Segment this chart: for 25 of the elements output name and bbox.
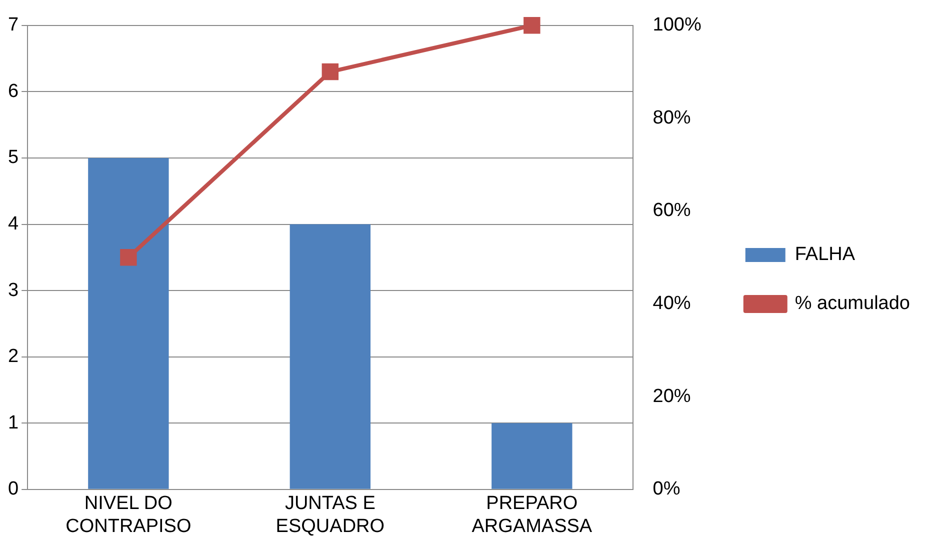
y-tick-label: 5 bbox=[8, 147, 19, 168]
y-tick-label: 1 bbox=[8, 412, 19, 434]
y-tick-label: 0 bbox=[8, 478, 19, 500]
legend-label: % acumulado bbox=[794, 293, 910, 314]
y-tick-label: 6 bbox=[8, 80, 19, 102]
y-tick-label: 7 bbox=[8, 14, 19, 36]
bar bbox=[290, 224, 371, 489]
point bbox=[120, 249, 137, 266]
y2-tick-label: 100% bbox=[652, 14, 702, 36]
bar bbox=[88, 158, 169, 489]
x-tick-label: JUNTAS E ESQUADRO bbox=[276, 493, 385, 537]
point bbox=[524, 17, 540, 34]
y2-tick-label: 40% bbox=[652, 293, 691, 314]
bar bbox=[492, 423, 572, 489]
legend-label: FALHA bbox=[794, 244, 856, 266]
y2-tick-label: 0% bbox=[652, 478, 680, 500]
y-tick-label: 4 bbox=[8, 213, 19, 234]
y2-tick-label: 80% bbox=[652, 107, 691, 128]
y2-tick-label: 60% bbox=[652, 200, 691, 222]
x-tick-label: PREPARO ARGAMASSA bbox=[472, 493, 592, 537]
x-tick-label: NIVEL DO CONTRAPISO bbox=[66, 493, 192, 537]
point bbox=[322, 63, 339, 80]
y-tick-label: 2 bbox=[8, 346, 19, 368]
y-tick-label: 3 bbox=[8, 280, 19, 301]
y2-tick-label: 20% bbox=[652, 386, 691, 407]
